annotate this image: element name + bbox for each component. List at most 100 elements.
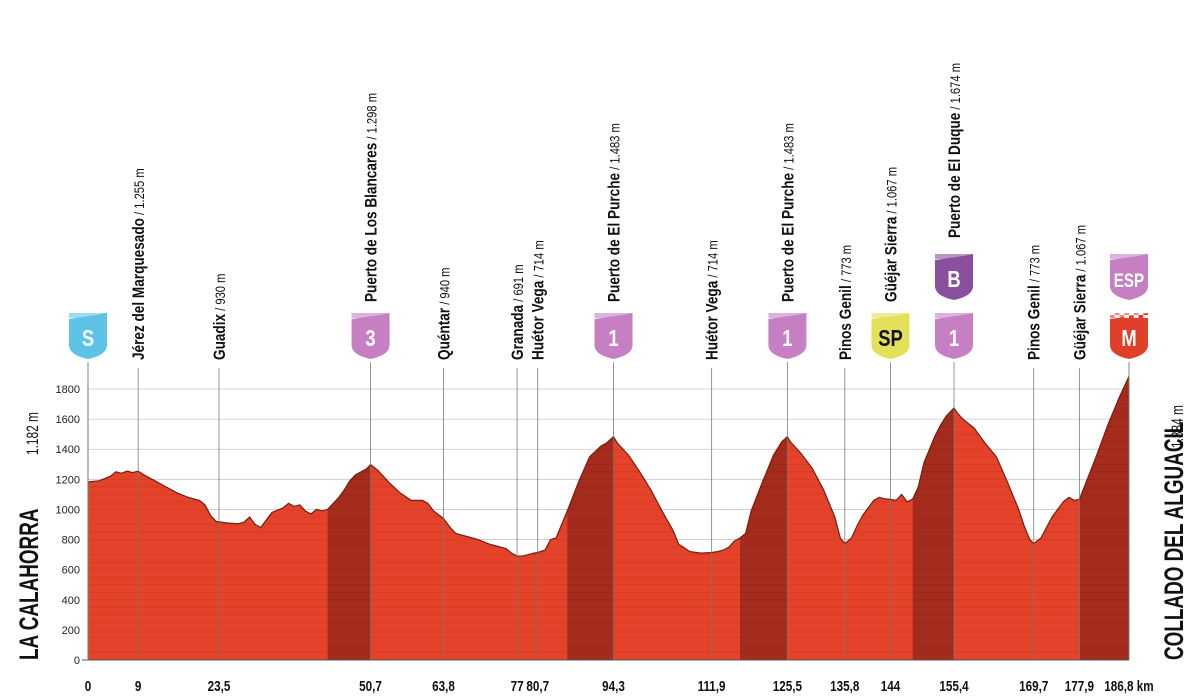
waypoint-name-text: Puerto de El Duque / 1.674 m [946, 63, 965, 238]
x-tick-label: 169,7 [1019, 678, 1048, 695]
waypoint-label: Puerto de Los Blancares / 1.298 m [362, 93, 381, 302]
waypoint-name-text: Pinos Genil / 773 m [836, 245, 855, 360]
badge-1: 1 [768, 313, 807, 359]
waypoint-name: Guadix [211, 314, 230, 360]
badge-top-stripe [69, 313, 107, 318]
badge-shape [69, 313, 107, 359]
waypoint-name-text: Huétor Vega / 714 m [529, 240, 548, 360]
waypoint-label: Puerto de El Purche / 1.483 m [779, 123, 798, 302]
waypoint-elevation: / 1.298 m [364, 93, 379, 143]
y-tick-label: 600 [62, 565, 80, 577]
badge-label: SP [878, 326, 903, 351]
waypoint-label: Pinos Genil / 773 m [1025, 245, 1044, 360]
waypoint-elevation: / 1.067 m [1073, 225, 1088, 275]
finish-elevation-label: 1.884 m [1169, 405, 1188, 448]
badge-top-stripe [1110, 254, 1148, 259]
waypoint-labels: Jérez del Marquesado / 1.255 m Guadix / 9… [87, 63, 1130, 660]
waypoint-name: Pinos Genil [836, 285, 855, 360]
x-tick-label: 177,9 [1065, 678, 1094, 695]
badge-top-stripe [935, 313, 974, 318]
finish-checker [1124, 315, 1129, 318]
waypoint-elevation: / 940 m [437, 268, 452, 308]
badge-label: 1 [608, 326, 618, 351]
waypoint-label: Quéntar / 940 m [435, 268, 454, 360]
badge-shape [871, 313, 910, 359]
finish-checker [1110, 312, 1115, 315]
waypoint-name-text: Güéjar Sierra / 1.067 m [882, 167, 901, 302]
badge-sp: SP [871, 313, 910, 359]
badge-m: M [1110, 313, 1148, 359]
y-tick-label: 200 [62, 625, 80, 637]
y-tick-label: 1400 [56, 444, 80, 456]
waypoint-name: Güéjar Sierra [1071, 274, 1090, 360]
start-elevation-label: 1.182 m [24, 412, 43, 455]
waypoint-elevation: / 1.674 m [948, 63, 963, 113]
badge-shape [1110, 254, 1148, 300]
waypoint-name-text: Puerto de El Purche / 1.483 m [779, 123, 798, 302]
waypoint-name-text: Güéjar Sierra / 1.067 m [1071, 225, 1090, 360]
waypoint-name: Puerto de El Purche [779, 173, 798, 302]
waypoint-label: Puerto de El Purche / 1.483 m [605, 123, 624, 302]
waypoint-name-text: Puerto de El Purche / 1.483 m [605, 123, 624, 302]
waypoint-name: Huétor Vega [529, 280, 548, 360]
badge-shape [935, 254, 974, 300]
waypoint-label: Huétor Vega / 714 m [529, 240, 548, 360]
waypoint-elevation: / 691 m [511, 264, 526, 304]
category-badges: S 3 1 1 SP 1 B M ESP [69, 254, 1148, 359]
waypoint-elevation: / 773 m [1028, 245, 1043, 285]
badge-top-stripe [871, 313, 910, 318]
badge-label: S [82, 326, 94, 351]
x-tick-label: 23,5 [208, 678, 231, 695]
y-tick-label: 800 [62, 535, 80, 547]
x-tick-label: 94,3 [602, 678, 625, 695]
x-tick-label: 135,8 [830, 678, 860, 695]
waypoint-name: Puerto de El Purche [605, 173, 624, 302]
x-tick-label: 50,7 [359, 678, 382, 695]
y-tick-label: 1200 [56, 474, 80, 486]
badge-label: B [947, 267, 960, 292]
badge-label: ESP [1114, 269, 1144, 291]
x-tick-label: 63,8 [432, 678, 455, 695]
badge-shape [594, 313, 633, 359]
x-tick-label: 144 [881, 678, 901, 695]
finish-checker [1129, 312, 1134, 315]
waypoint-name: Puerto de Los Blancares [362, 143, 381, 302]
waypoint-name: Pinos Genil [1025, 285, 1044, 360]
y-tick-label: 0 [74, 655, 80, 667]
badge-1: 1 [594, 313, 633, 359]
y-tick-label: 1000 [56, 504, 80, 516]
finish-town-label: COLLADO DEL ALGUACIL [1159, 422, 1189, 660]
waypoint-label: Güéjar Sierra / 1.067 m [1071, 225, 1090, 360]
badge-label: 1 [949, 326, 959, 351]
elevation-profile-line [87, 376, 1130, 557]
x-tick-label: 111,9 [698, 678, 726, 695]
waypoint-elevation: / 1.483 m [781, 123, 796, 173]
waypoint-label: Jérez del Marquesado / 1.255 m [130, 168, 149, 360]
waypoint-elevation: / 930 m [213, 274, 228, 314]
y-tick-label: 1800 [56, 384, 80, 396]
waypoint-name-text: Huétor Vega / 714 m [703, 240, 722, 360]
waypoint-elevation: / 1.255 m [132, 168, 147, 218]
badge-top-stripe [768, 313, 807, 318]
badge-top-stripe [351, 313, 390, 318]
y-axis: 0 200 400 600 800 1000 1200 1400 1600 1800 [56, 384, 1129, 667]
waypoint-name-text: Granada / 691 m [509, 264, 528, 360]
finish-checker [1138, 312, 1144, 315]
waypoint-name: Güéjar Sierra [882, 216, 901, 302]
badge-shape [768, 313, 807, 359]
x-axis: 0 9 23,5 50,7 63,8 77 80,7 94,3 111,9 125,5 135,8 1… [85, 678, 1154, 695]
x-tick-label: 80,7 [526, 678, 549, 695]
waypoint-name: Granada [509, 304, 528, 360]
waypoint-name-text: Jérez del Marquesado / 1.255 m [130, 168, 149, 360]
waypoint-label: Güéjar Sierra / 1.067 m [882, 167, 901, 302]
waypoint-name-text: Pinos Genil / 773 m [1025, 245, 1044, 360]
badge-b: B [935, 254, 974, 300]
x-tick-label: 77 [511, 678, 524, 695]
waypoint-label: Granada / 691 m [509, 264, 528, 360]
waypoint-name-text: Quéntar / 940 m [435, 268, 454, 360]
waypoint-name: Huétor Vega [703, 280, 722, 360]
finish-checker [1133, 315, 1139, 318]
x-tick-label: 9 [135, 678, 142, 695]
waypoint-label: Huétor Vega / 714 m [703, 240, 722, 360]
